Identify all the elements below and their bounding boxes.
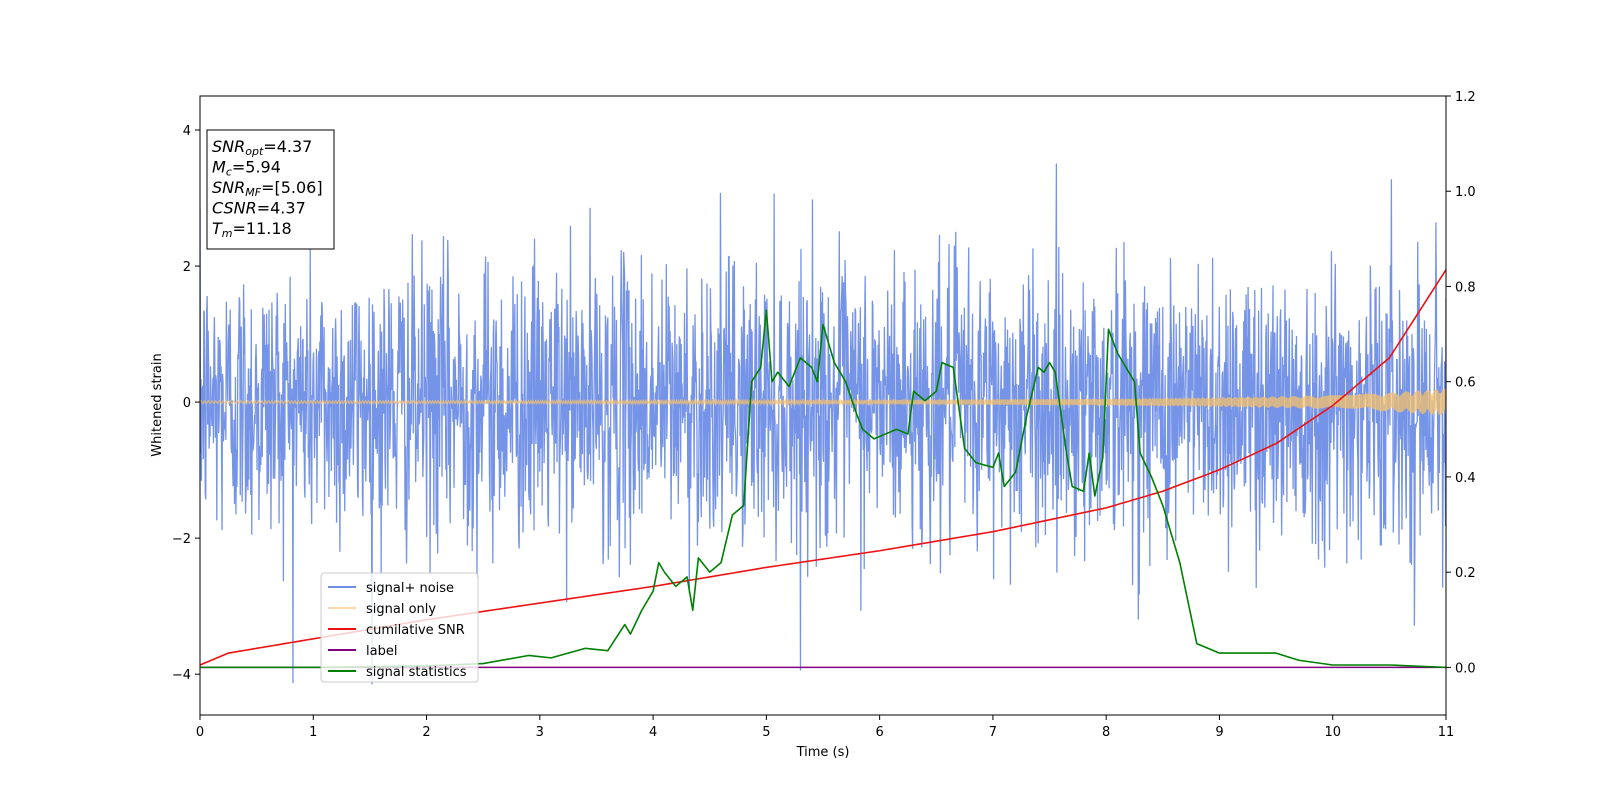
y2-tick-label: 1.2 (1455, 90, 1476, 105)
parameter-annotation-box: SNRopt=4.37Mc=5.94SNRMF=[5.06]CSNR=4.37T… (206, 129, 335, 250)
x-axis: 0 1 2 3 4 5 6 7 8 9 10 11 (196, 715, 1454, 740)
y-tick-label: 2 (183, 260, 191, 275)
series-signal-only-line (200, 388, 1446, 416)
series-signal-noise-legend-label: signal+ noise (366, 581, 454, 596)
y2-tick-label: 0.6 (1455, 376, 1476, 391)
series-signal-statistics-line (200, 309, 1446, 669)
series-signal-noise-line (200, 163, 1446, 685)
y-tick-label: −2 (172, 532, 191, 547)
y-tick-label: 0 (183, 396, 191, 411)
y2-tick-label: 0.4 (1455, 471, 1476, 486)
y2-tick-label: 0.0 (1455, 661, 1476, 676)
x-tick-label: 11 (1438, 725, 1455, 740)
series-signal-statistics-legend-label: signal statistics (366, 665, 467, 680)
y-axis-label: Whitened strain (150, 353, 165, 456)
x-tick-label: 3 (536, 725, 544, 740)
legend-frame (320, 572, 479, 683)
x-axis-label: Time (s) (796, 745, 850, 760)
annotation-frame (206, 129, 335, 250)
x-tick-label: 5 (762, 725, 770, 740)
y-tick-label: −4 (172, 668, 191, 683)
x-tick-label: 7 (989, 725, 997, 740)
y2-tick-label: 1.0 (1455, 185, 1476, 200)
y-axis-left: −4 −2 0 2 4 (172, 124, 200, 683)
x-tick-label: 1 (309, 725, 317, 740)
annotation-line: SNRopt=4.37 (212, 137, 312, 158)
x-tick-label: 6 (875, 725, 883, 740)
annotation-line: Tm=11.18 (212, 219, 292, 240)
plot-frame (199, 95, 1447, 716)
annotation-line: CSNR=4.37 (212, 199, 306, 218)
x-tick-label: 10 (1324, 725, 1341, 740)
series-signal-only-legend-label: signal only (366, 602, 436, 617)
y-axis-right: 0.0 0.2 0.4 0.6 0.8 1.0 1.2 (1446, 90, 1476, 676)
y-tick-label: 4 (183, 124, 191, 139)
x-tick-label: 2 (422, 725, 430, 740)
annotation-line: Mc=5.94 (212, 158, 281, 179)
x-tick-label: 0 (196, 725, 204, 740)
x-tick-label: 4 (649, 725, 657, 740)
y2-tick-label: 0.2 (1455, 566, 1476, 581)
x-tick-label: 9 (1215, 725, 1223, 740)
y2-tick-label: 0.8 (1455, 280, 1476, 295)
legend: signal+ noise signal only cumilative SNR la… (320, 572, 479, 683)
annotation-line: SNRMF=[5.06] (212, 178, 323, 199)
x-tick-label: 8 (1102, 725, 1110, 740)
series-label-legend-label: label (366, 644, 397, 659)
series-cumulative-snr-legend-label: cumilative SNR (366, 623, 465, 638)
